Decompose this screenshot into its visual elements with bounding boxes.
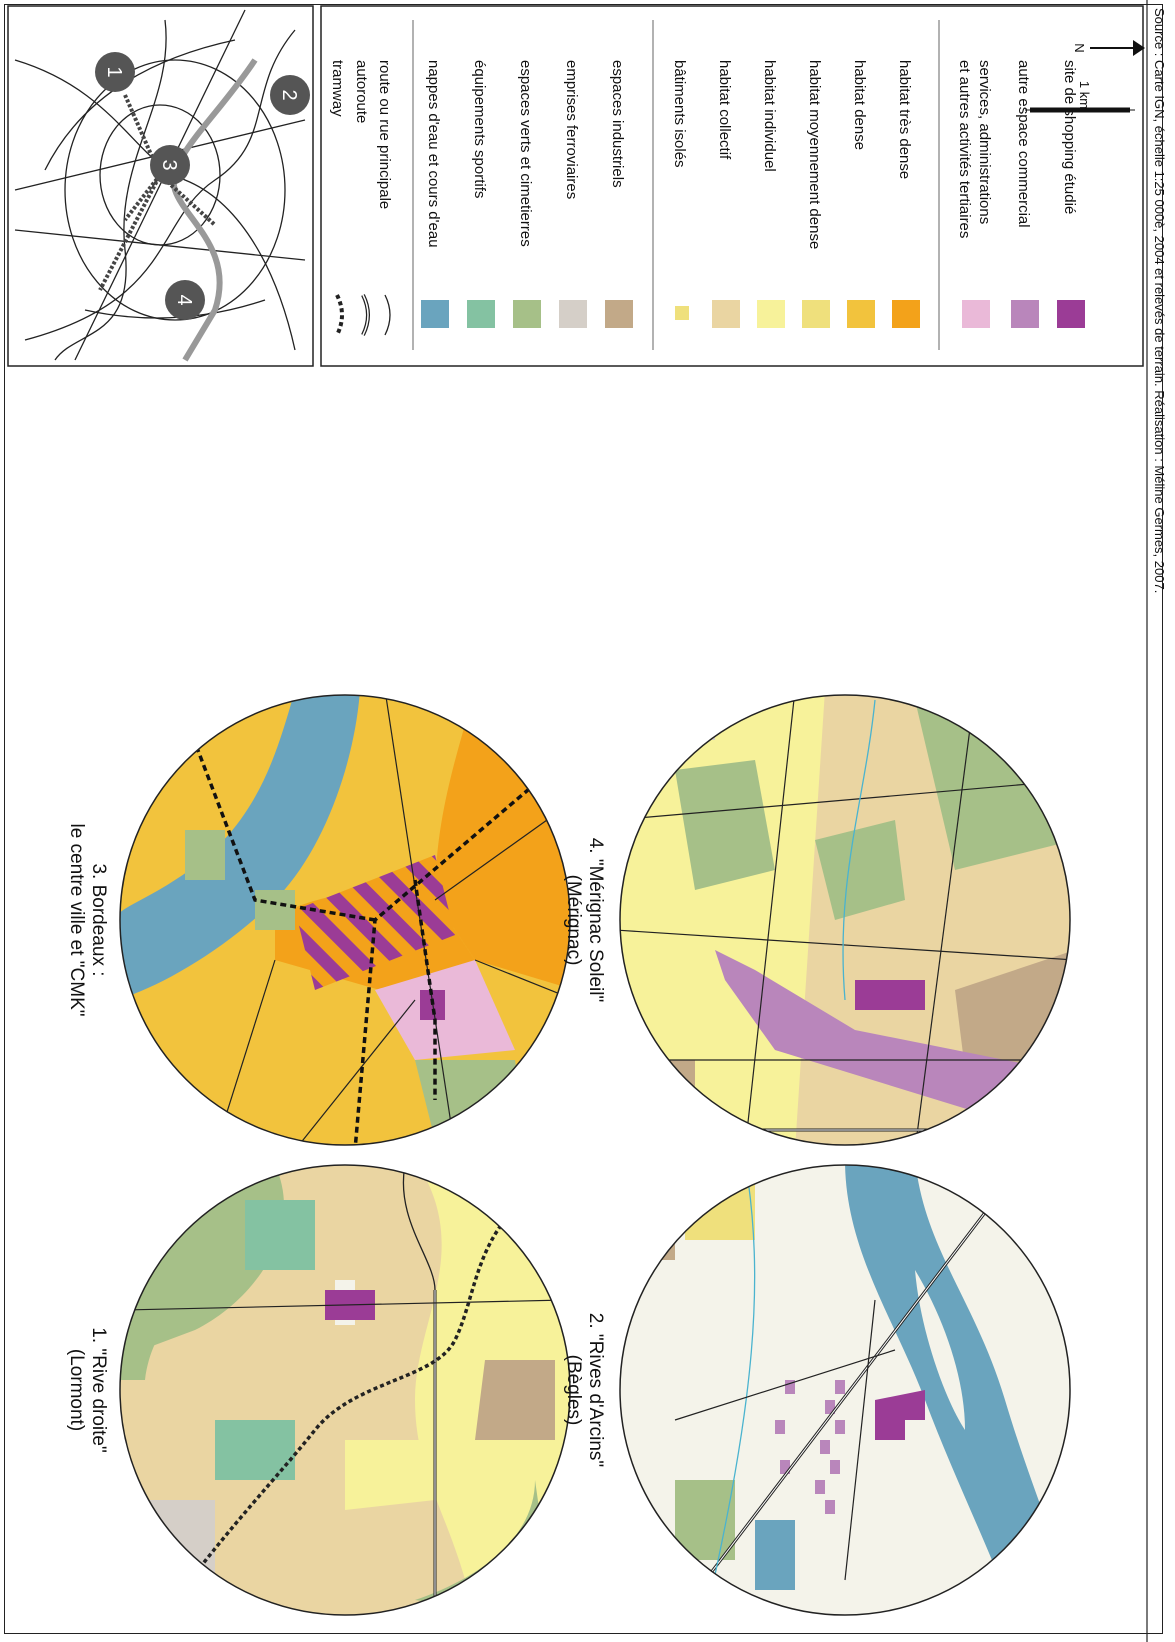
map-1-lormont bbox=[119, 1164, 571, 1616]
legend-label-ferroviaires: emprises ferroviaires bbox=[563, 60, 580, 199]
figure-frame bbox=[4, 4, 1163, 1634]
legend-group-lines: route ou rue principale autoroute tramwa… bbox=[329, 60, 393, 336]
swatch-individuel bbox=[757, 300, 785, 328]
legend-label-isoles: bâtiments isolés bbox=[671, 60, 688, 168]
map-1-title-line1: 1. "Rive droite" bbox=[88, 1327, 109, 1452]
swatch-verts bbox=[513, 300, 541, 328]
legend: site de shopping étudié autre espace com… bbox=[320, 5, 1145, 367]
inset-marker-4: 4 bbox=[173, 294, 195, 305]
swatch-dense bbox=[847, 300, 875, 328]
map-2-title-line2: (Bègles) bbox=[563, 1355, 584, 1426]
map-3-title-line2: le centre ville et "CMK" bbox=[66, 824, 87, 1017]
swatch-sportifs bbox=[467, 300, 495, 328]
inset-marker-2: 2 bbox=[278, 89, 300, 100]
swatch-services bbox=[962, 300, 990, 328]
inset-overview-map: 1 2 3 4 bbox=[7, 5, 314, 367]
source-text: Source : Carte IGN, échelle 1:25 000è, 2… bbox=[1152, 8, 1167, 593]
map-4-title-line2: (Mérignac) bbox=[563, 875, 584, 966]
legend-label-services-2: et autres activités tertiaires bbox=[956, 60, 973, 238]
legend-label-services: services, administrations bbox=[976, 60, 993, 224]
legend-label-sportifs: équipements sportifs bbox=[471, 60, 488, 198]
scale-label: 1 km bbox=[1077, 81, 1092, 109]
legend-label-industriels: espaces industriels bbox=[609, 60, 626, 188]
legend-label-moyen-dense: habitat moyennement dense bbox=[806, 60, 823, 249]
swatch-ferroviaires bbox=[559, 300, 587, 328]
legend-label-eau: nappes d'eau et cours d'eau bbox=[425, 60, 442, 248]
north-label: N bbox=[1072, 43, 1087, 52]
legend-label-site-shopping: site de shopping étudié bbox=[1061, 60, 1078, 214]
swatch-autre-commercial bbox=[1011, 300, 1039, 328]
legend-label-tramway: tramway bbox=[329, 60, 346, 117]
legend-label-collectif: habitat collectif bbox=[716, 60, 733, 160]
legend-label-route: route ou rue principale bbox=[376, 60, 393, 209]
map-2-title-line1: 2. "Rives d'Arcins" bbox=[585, 1313, 606, 1467]
inset-marker-3: 3 bbox=[158, 159, 180, 170]
map-1-title-line2: (Lormont) bbox=[66, 1349, 87, 1431]
legend-label-tres-dense: habitat très dense bbox=[896, 60, 913, 179]
swatch-site-shopping bbox=[1057, 300, 1085, 328]
swatch-moyen-dense bbox=[802, 300, 830, 328]
legend-label-individuel: habitat individuel bbox=[761, 60, 778, 172]
swatch-isoles bbox=[675, 306, 689, 320]
inset-marker-1: 1 bbox=[103, 66, 125, 77]
north-arrow-icon: N bbox=[1072, 40, 1145, 56]
map-3-bordeaux bbox=[119, 694, 571, 1146]
map-2-begles bbox=[619, 1164, 1071, 1616]
swatch-industriels bbox=[605, 300, 633, 328]
legend-label-autre-commercial: autre espace commercial bbox=[1015, 60, 1032, 228]
legend-label-autoroute: autoroute bbox=[353, 60, 370, 123]
swatch-collectif bbox=[712, 300, 740, 328]
map-3-title-line1: 3. Bordeaux : bbox=[88, 863, 109, 976]
legend-group-espaces: espaces industriels emprises ferroviaire… bbox=[421, 60, 633, 328]
map-4-title-line1: 4. "Mérignac Soleil" bbox=[585, 838, 606, 1003]
map-titles: 1. "Rive droite" (Lormont) 2. "Rives d'A… bbox=[66, 824, 606, 1468]
legend-label-verts: espaces verts et cimetierres bbox=[517, 60, 534, 247]
legend-group-habitat: habitat très dense habitat dense habitat… bbox=[671, 60, 920, 328]
swatch-tres-dense bbox=[892, 300, 920, 328]
map-4-merignac bbox=[619, 694, 1071, 1146]
legend-label-dense: habitat dense bbox=[851, 60, 868, 150]
swatch-eau bbox=[421, 300, 449, 328]
scale-bar: 1 km bbox=[1025, 81, 1135, 113]
legend-group-shopping: site de shopping étudié autre espace com… bbox=[956, 60, 1085, 328]
